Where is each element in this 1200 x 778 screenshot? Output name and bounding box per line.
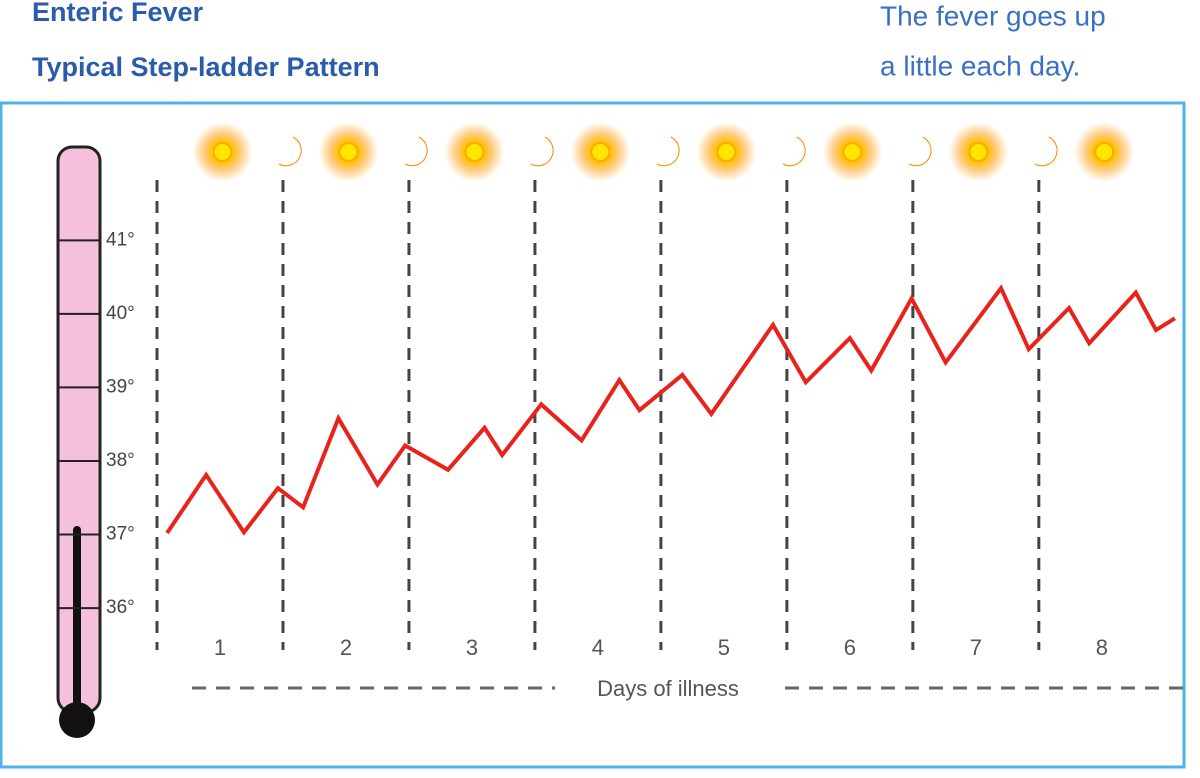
- x-tick-label: 1: [214, 635, 226, 660]
- frame: [0, 101, 1186, 769]
- y-tick-label: 37°: [106, 524, 135, 545]
- x-tick-label: 3: [466, 635, 478, 660]
- annotation: a little each day.: [880, 50, 1080, 81]
- chart-subtitle: Typical Step-ladder Pattern: [32, 52, 380, 82]
- sun: [716, 142, 737, 162]
- x-tick-label: 7: [970, 635, 982, 660]
- x-tick-label: 5: [718, 635, 730, 660]
- moon: [530, 136, 554, 167]
- moon: [1034, 136, 1058, 167]
- sun: [590, 142, 611, 162]
- x-tick-label: 6: [844, 635, 856, 660]
- sun: [338, 142, 359, 162]
- x-tick-label: 2: [340, 635, 352, 660]
- x-tick-label: 4: [592, 635, 604, 660]
- moon: [908, 136, 932, 167]
- sun: [968, 142, 989, 162]
- y-tick-label: 40°: [106, 303, 135, 324]
- y-tick-label: 41°: [106, 229, 135, 250]
- chart-title: Enteric Fever: [32, 0, 204, 27]
- annotation: The fever goes up: [880, 0, 1106, 31]
- y-tick-label: 36°: [106, 597, 135, 618]
- sun: [842, 142, 863, 162]
- moon: [656, 136, 680, 167]
- sun: [1094, 142, 1115, 162]
- y-tick-label: 39°: [106, 376, 135, 397]
- sun: [464, 142, 485, 162]
- bulb: [59, 702, 95, 738]
- y-tick-label: 38°: [106, 450, 135, 471]
- moon: [278, 136, 302, 167]
- moon: [404, 136, 428, 167]
- data-line: [165, 284, 1176, 536]
- moon: [782, 136, 806, 167]
- x-axis-label: Days of illness: [597, 676, 739, 701]
- x-tick-label: 8: [1096, 635, 1108, 660]
- sun: [212, 142, 233, 162]
- thermometer: [56, 145, 102, 738]
